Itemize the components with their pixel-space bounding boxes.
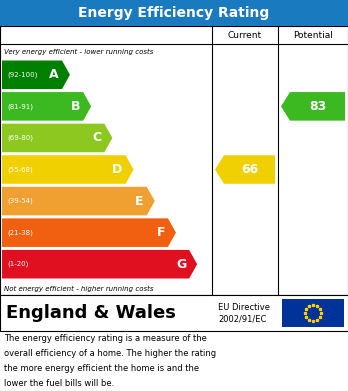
Text: (69-80): (69-80) [7,135,33,141]
Text: overall efficiency of a home. The higher the rating: overall efficiency of a home. The higher… [4,349,216,358]
Text: the more energy efficient the home is and the: the more energy efficient the home is an… [4,364,199,373]
Text: EU Directive: EU Directive [218,303,270,312]
Polygon shape [2,155,134,184]
Text: Not energy efficient - higher running costs: Not energy efficient - higher running co… [4,285,153,292]
Polygon shape [2,218,176,247]
Text: lower the fuel bills will be.: lower the fuel bills will be. [4,379,114,388]
Text: The energy efficiency rating is a measure of the: The energy efficiency rating is a measur… [4,334,207,343]
Text: 2002/91/EC: 2002/91/EC [218,315,266,324]
Text: (55-68): (55-68) [7,166,33,173]
Bar [0,295,348,331]
Text: (81-91): (81-91) [7,103,33,109]
Text: Energy Efficiency Rating: Energy Efficiency Rating [78,6,270,20]
Text: D: D [112,163,122,176]
Polygon shape [2,187,155,215]
Text: F: F [157,226,165,239]
Text: (39-54): (39-54) [7,198,33,204]
Text: G: G [176,258,186,271]
Polygon shape [2,250,197,278]
Text: 83: 83 [309,100,326,113]
Polygon shape [2,61,70,89]
Bar [282,299,344,327]
Text: England & Wales: England & Wales [6,304,176,322]
Text: B: B [71,100,80,113]
Text: Very energy efficient - lower running costs: Very energy efficient - lower running co… [4,48,153,55]
Bar [0,0,348,26]
Text: A: A [49,68,59,81]
Text: 66: 66 [241,163,258,176]
Text: (21-38): (21-38) [7,230,33,236]
Text: (92-100): (92-100) [7,72,37,78]
Text: Potential: Potential [293,30,333,39]
Text: E: E [135,195,144,208]
Text: (1-20): (1-20) [7,261,29,267]
Text: Current: Current [228,30,262,39]
Polygon shape [281,92,345,121]
Polygon shape [2,92,91,121]
Polygon shape [215,155,275,184]
Polygon shape [2,124,112,152]
Bar [0,26,348,295]
Text: C: C [92,131,101,144]
